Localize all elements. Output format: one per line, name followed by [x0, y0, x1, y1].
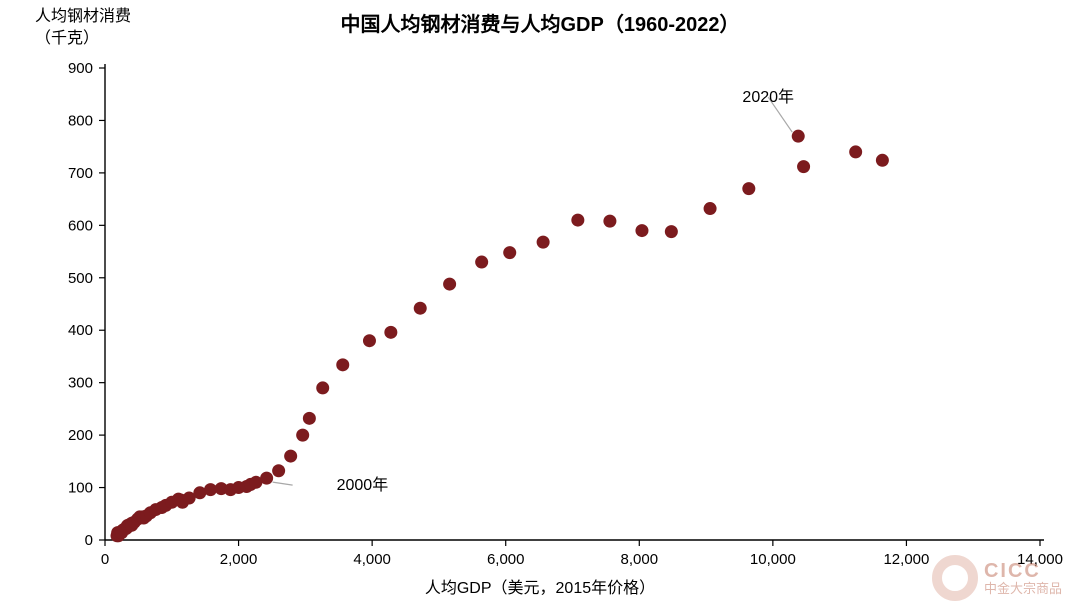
data-point: [272, 464, 285, 477]
data-point: [571, 214, 584, 227]
x-tick-label: 12,000: [883, 551, 929, 568]
y-tick-label: 300: [68, 375, 93, 392]
x-tick-label: 4,000: [353, 551, 391, 568]
cicc-circle-icon: [932, 555, 978, 601]
y-tick-label: 800: [68, 112, 93, 129]
x-tick-label: 10,000: [750, 551, 796, 568]
data-point: [849, 145, 862, 158]
y-tick-label: 600: [68, 217, 93, 234]
data-point: [296, 429, 309, 442]
data-point: [443, 278, 456, 291]
x-tick-label: 8,000: [621, 551, 659, 568]
watermark-cicc: CICC: [984, 561, 1062, 582]
y-tick-label: 0: [85, 532, 93, 549]
y-tick-label: 700: [68, 165, 93, 182]
y-tick-label: 100: [68, 480, 93, 497]
watermark-cn: 中金大宗商品: [984, 582, 1062, 596]
data-point: [260, 472, 273, 485]
annotation-label: 2020年: [742, 88, 794, 106]
data-point: [635, 224, 648, 237]
x-tick-label: 2,000: [220, 551, 258, 568]
data-point: [797, 160, 810, 173]
data-point: [537, 236, 550, 249]
y-tick-label: 200: [68, 427, 93, 444]
annotation-label: 2000年: [337, 476, 389, 494]
data-point: [384, 326, 397, 339]
data-point: [876, 154, 889, 167]
y-tick-label: 400: [68, 322, 93, 339]
data-point: [503, 246, 516, 259]
data-point: [414, 302, 427, 315]
data-point: [316, 381, 329, 394]
chart-container: 中国人均钢材消费与人均GDP（1960-2022） 人均钢材消费（千克） 010…: [0, 0, 1080, 613]
x-tick-label: 0: [101, 551, 109, 568]
y-tick-label: 500: [68, 270, 93, 287]
x-axis-title: 人均GDP（美元，2015年价格）: [0, 574, 1080, 598]
data-point: [704, 202, 717, 215]
data-point: [742, 182, 755, 195]
data-point: [603, 215, 616, 228]
y-tick-label: 900: [68, 60, 93, 77]
data-point: [303, 412, 316, 425]
scatter-plot: 0 100 200 300 400 500 600 700 800 900 0 2,000 4,000 6…: [0, 0, 1080, 613]
x-tick-label: 6,000: [487, 551, 525, 568]
data-point: [284, 450, 297, 463]
data-point: [336, 358, 349, 371]
data-point: [665, 225, 678, 238]
watermark-logo: CICC 中金大宗商品: [932, 555, 1062, 601]
data-point: [363, 334, 376, 347]
data-point: [475, 256, 488, 269]
data-point: [792, 130, 805, 143]
